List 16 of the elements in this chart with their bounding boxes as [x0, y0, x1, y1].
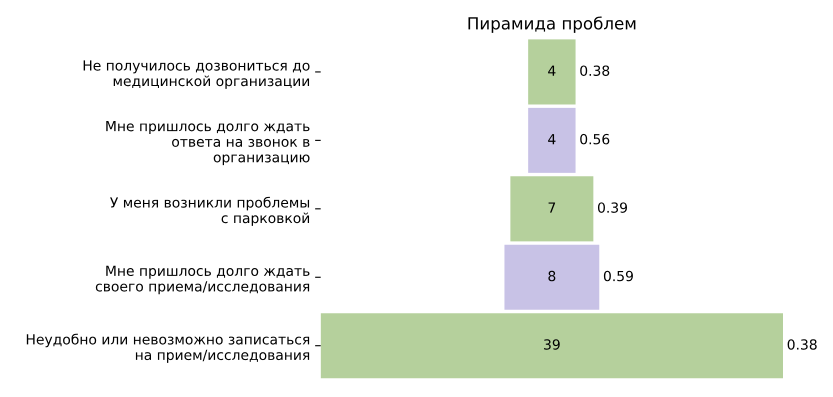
data-label: 4 — [548, 66, 556, 76]
data-label: 7 — [548, 202, 556, 213]
category-label: Мне пришлось долго ждать своего приема/исследования — [96, 266, 310, 294]
text: 0.39 — [598, 202, 627, 213]
text: 0.38 — [580, 65, 610, 76]
category-label: Неудобно или невозможно записаться на прием/исследования — [26, 334, 310, 363]
data-label: 4 — [548, 134, 556, 144]
data-label: 39 — [544, 339, 560, 350]
category-label: Не получилось дозвониться до медицинской организации — [84, 60, 310, 89]
text: 0.56 — [580, 134, 610, 144]
text: Пирамида проблем — [468, 16, 636, 33]
text: 0.59 — [604, 270, 633, 282]
data-label: 8 — [548, 270, 556, 282]
category-label: Мне пришлось долго ждать ответа на звонок в организацию — [106, 121, 310, 166]
category-label: У меня возникли проблемы с парковкой — [110, 196, 310, 226]
text: 0.38 — [788, 339, 817, 350]
